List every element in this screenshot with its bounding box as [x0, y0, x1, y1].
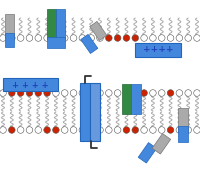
Circle shape	[158, 35, 165, 41]
Bar	[131, 84, 141, 114]
Bar	[90, 21, 107, 40]
Circle shape	[88, 127, 94, 133]
Bar	[5, 33, 14, 47]
Bar	[47, 9, 56, 39]
Bar	[80, 83, 90, 141]
Circle shape	[106, 127, 112, 133]
Text: + + + +: + + + +	[12, 81, 48, 89]
Circle shape	[141, 90, 147, 96]
Circle shape	[53, 90, 59, 96]
Bar	[152, 134, 171, 154]
Circle shape	[61, 90, 68, 96]
Circle shape	[185, 90, 191, 96]
Circle shape	[185, 127, 191, 133]
Text: ++++: ++++	[143, 46, 173, 55]
Circle shape	[0, 35, 6, 41]
Circle shape	[150, 35, 156, 41]
Circle shape	[53, 127, 59, 133]
Circle shape	[150, 127, 156, 133]
Circle shape	[35, 90, 42, 96]
Circle shape	[194, 35, 200, 41]
Circle shape	[88, 35, 94, 41]
Circle shape	[17, 90, 24, 96]
Circle shape	[9, 35, 15, 41]
Circle shape	[141, 35, 147, 41]
Bar	[138, 143, 157, 163]
Bar	[90, 83, 100, 141]
Bar	[135, 43, 181, 57]
Circle shape	[185, 35, 191, 41]
Bar	[122, 84, 131, 114]
Circle shape	[132, 90, 139, 96]
Circle shape	[9, 127, 15, 133]
Circle shape	[167, 90, 174, 96]
Circle shape	[44, 90, 50, 96]
Circle shape	[26, 35, 33, 41]
Circle shape	[106, 35, 112, 41]
Circle shape	[123, 90, 130, 96]
Circle shape	[167, 35, 174, 41]
Circle shape	[97, 35, 103, 41]
Circle shape	[70, 90, 77, 96]
Circle shape	[0, 90, 6, 96]
Circle shape	[97, 90, 103, 96]
Circle shape	[167, 127, 174, 133]
Circle shape	[53, 35, 59, 41]
Circle shape	[17, 127, 24, 133]
Circle shape	[79, 90, 86, 96]
Bar	[47, 37, 65, 48]
Bar	[5, 14, 14, 38]
Circle shape	[88, 90, 94, 96]
Circle shape	[35, 127, 42, 133]
Circle shape	[0, 127, 6, 133]
Circle shape	[123, 127, 130, 133]
Bar	[81, 34, 98, 54]
Circle shape	[106, 90, 112, 96]
Circle shape	[79, 127, 86, 133]
Bar	[3, 78, 58, 91]
Circle shape	[9, 90, 15, 96]
Circle shape	[123, 35, 130, 41]
Circle shape	[26, 90, 33, 96]
Circle shape	[158, 127, 165, 133]
Circle shape	[141, 127, 147, 133]
Circle shape	[132, 127, 139, 133]
Circle shape	[70, 127, 77, 133]
Circle shape	[70, 35, 77, 41]
Circle shape	[97, 127, 103, 133]
Circle shape	[176, 35, 183, 41]
Circle shape	[176, 127, 183, 133]
Circle shape	[44, 127, 50, 133]
Circle shape	[132, 35, 139, 41]
Bar	[56, 9, 65, 39]
Circle shape	[176, 90, 183, 96]
Bar	[178, 108, 188, 132]
Circle shape	[114, 127, 121, 133]
Circle shape	[44, 35, 50, 41]
Circle shape	[150, 90, 156, 96]
Circle shape	[194, 127, 200, 133]
Circle shape	[194, 90, 200, 96]
Bar	[178, 126, 188, 142]
Circle shape	[61, 127, 68, 133]
Circle shape	[26, 127, 33, 133]
Circle shape	[158, 90, 165, 96]
Circle shape	[17, 35, 24, 41]
Circle shape	[114, 35, 121, 41]
Circle shape	[114, 90, 121, 96]
Circle shape	[79, 35, 86, 41]
Circle shape	[35, 35, 42, 41]
Circle shape	[61, 35, 68, 41]
